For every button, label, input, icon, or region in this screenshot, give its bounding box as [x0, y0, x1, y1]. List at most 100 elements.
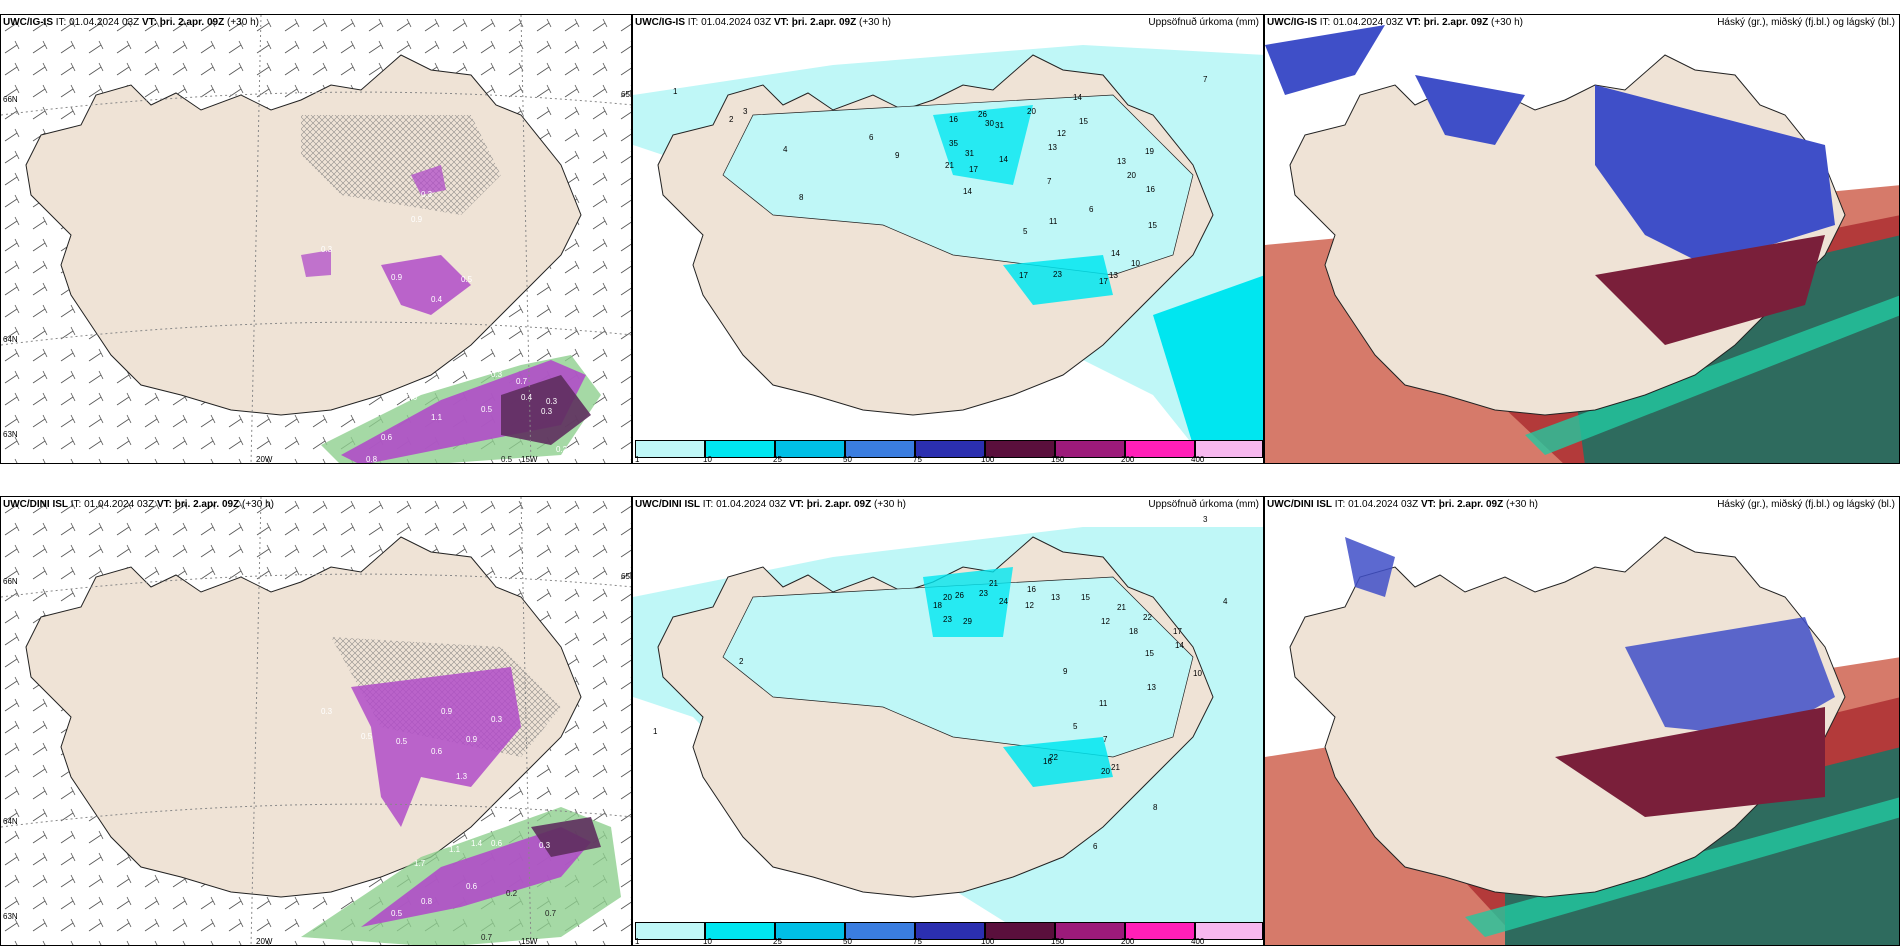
model-name: UWC/IG-IS [3, 17, 53, 28]
snow-value: 0.2 [506, 889, 518, 898]
valid-time: þri. 2.apr. 09Z [1423, 17, 1489, 28]
panel-r2-clouds: UWC/DINI ISL IT: 01.04.2024 03Z VT: þri.… [1264, 496, 1900, 946]
precip-value: 7 [1047, 177, 1052, 186]
snow-value: 0.4 [521, 393, 533, 402]
snow-value: 0.5 [481, 405, 493, 414]
snow-value: 0.6 [406, 393, 418, 402]
valid-time: þri. 2.apr. 09Z [174, 499, 240, 510]
colorbar-swatch-200 [1125, 922, 1195, 940]
valid-label: VT: [1405, 17, 1421, 28]
precip-value: 15 [1079, 117, 1088, 126]
panel-r2-precip: UWC/DINI ISL IT: 01.04.2024 03Z VT: þri.… [632, 496, 1264, 946]
iceland-landmass [1289, 54, 1846, 416]
snow-areas [351, 667, 521, 827]
precip-value: 7 [1203, 75, 1208, 84]
colorbar-swatch-75 [915, 922, 985, 940]
precip-value: 23 [979, 589, 988, 598]
precip-value: 20 [943, 593, 952, 602]
lead-time: (+30 h) [227, 17, 259, 28]
snow-value: 1.7 [414, 859, 426, 868]
grid-lines [1, 15, 631, 463]
precip-value: 29 [963, 617, 972, 626]
panel-title-right: Uppsöfnuð úrkoma (mm) [1148, 499, 1259, 510]
precip-value: 17 [969, 165, 978, 174]
precip-value: 18 [933, 601, 942, 610]
snow-value: 0.9 [391, 273, 403, 282]
colorbar-tick: 75 [913, 455, 922, 464]
snow-value: 0.6 [466, 882, 478, 891]
colorbar-swatch-50 [845, 922, 915, 940]
snow-areas [301, 165, 471, 315]
colorbar-swatch-100 [985, 440, 1055, 458]
lead-time: (+30 h) [874, 499, 906, 510]
lead-time: (+30 h) [859, 17, 891, 28]
precip-value: 9 [895, 151, 900, 160]
model-name: UWC/DINI ISL [635, 499, 700, 510]
valid-label: VT: [156, 499, 172, 510]
precip-value: 20 [1027, 107, 1036, 116]
model-name: UWC/IG-IS [635, 17, 685, 28]
south-precip-band [321, 355, 601, 463]
snow-value: 0.8 [366, 455, 378, 464]
colorbar-swatch-25 [775, 922, 845, 940]
colorbar-tick: 200 [1121, 455, 1135, 464]
lat-label-65n: 65N [621, 572, 631, 581]
snow-value: 1.3 [456, 772, 468, 781]
init-time: IT: 01.04.2024 03Z [70, 499, 155, 510]
lon-label-20w: 20W [256, 937, 273, 946]
colorbar-tick: 200 [1121, 937, 1135, 946]
precip-value: 17 [1019, 271, 1028, 280]
precip-value: 15 [1081, 593, 1090, 602]
colorbar-swatch-1 [635, 440, 705, 458]
snow-value: 0.4 [431, 295, 443, 304]
precip-value: 21 [989, 579, 998, 588]
init-time: IT: 01.04.2024 03Z [55, 17, 140, 28]
snow-value: 0.6 [431, 747, 443, 756]
clouds-map [1265, 497, 1899, 945]
lat-label-63n: 63N [3, 912, 18, 921]
model-name: UWC/DINI ISL [1267, 499, 1332, 510]
valid-label: VT: [788, 499, 804, 510]
panel-title-right: Háský (gr.), miðský (fj.bl.) og lágský (… [1717, 499, 1895, 510]
precip-value: 24 [999, 597, 1008, 606]
precip-value: 5 [1073, 722, 1078, 731]
lat-label-64n: 64N [3, 335, 18, 344]
panel-header: UWC/IG-IS IT: 01.04.2024 03Z VT: þri. 2.… [1267, 17, 1523, 28]
snow-value: 0.7 [545, 909, 557, 918]
snow-value: 0.3 [421, 190, 433, 199]
colorbar-tick: 150 [1051, 937, 1065, 946]
colorbar-swatch-150 [1055, 440, 1125, 458]
precip-value: 6 [1089, 205, 1094, 214]
clouds-map [1265, 15, 1899, 463]
snow-value: 0.5 [361, 732, 373, 741]
colorbar-swatch-75 [915, 440, 985, 458]
init-time: IT: 01.04.2024 03Z [687, 17, 772, 28]
valid-label: VT: [773, 17, 789, 28]
snow-value: 0.3 [541, 407, 553, 416]
precip-value: 22 [1049, 753, 1058, 762]
precip-value: 8 [1153, 803, 1158, 812]
precip-value: 13 [1051, 593, 1060, 602]
panel-header: UWC/IG-IS IT: 01.04.2024 03Z VT: þri. 2.… [635, 17, 891, 28]
snow-value: 0.6 [381, 433, 393, 442]
precip-value: 17 [1099, 277, 1108, 286]
panel-header: UWC/DINI ISL IT: 01.04.2024 03Z VT: þri.… [3, 499, 274, 510]
snow-value: 1.1 [431, 413, 443, 422]
precip-map [633, 497, 1263, 927]
model-name: UWC/IG-IS [1267, 17, 1317, 28]
lat-label-65n: 65N [621, 90, 631, 99]
precip-value: 14 [963, 187, 972, 196]
iceland-landmass [1289, 536, 1846, 898]
iceland-landmass [657, 54, 1214, 416]
precip-value: 14 [1175, 641, 1184, 650]
precip-value: 21 [945, 161, 954, 170]
precip-value: 11 [1099, 699, 1108, 708]
precip-value: 14 [1073, 93, 1082, 102]
colorbar-tick: 100 [981, 455, 995, 464]
precip-value: 6 [1093, 842, 1098, 851]
precip-value: 20 [1127, 171, 1136, 180]
precip-value: 5 [1023, 227, 1028, 236]
precip-value: 3 [743, 107, 748, 116]
precip-value: 16 [1043, 757, 1052, 766]
precip-value: 7 [1103, 735, 1108, 744]
